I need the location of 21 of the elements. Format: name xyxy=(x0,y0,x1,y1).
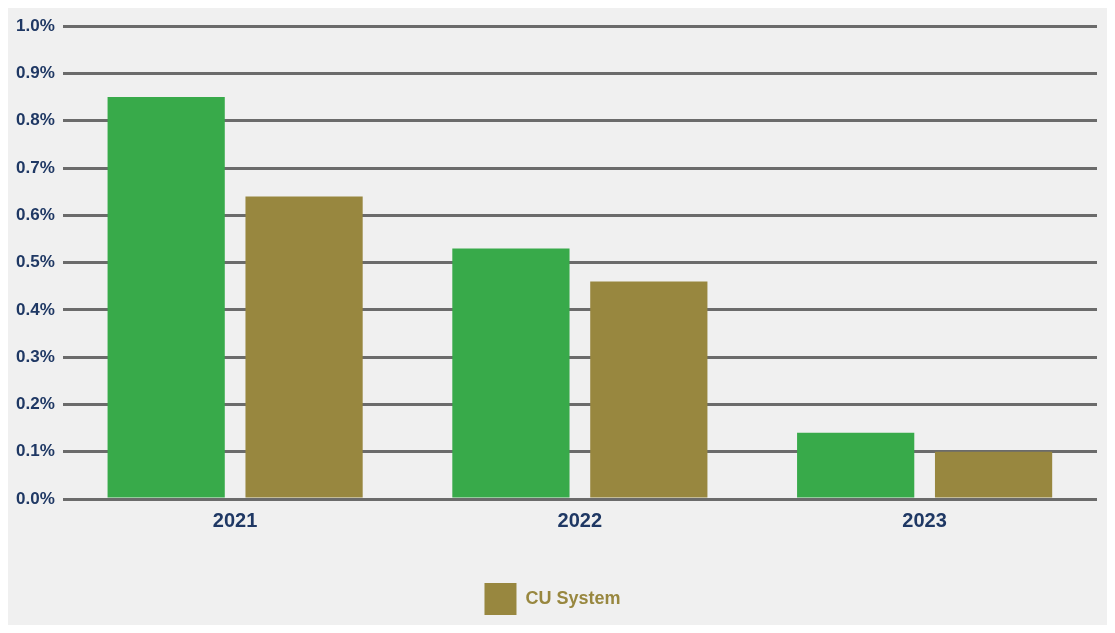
bar xyxy=(934,451,1053,498)
y-tick-label: 0.2% xyxy=(16,394,55,414)
x-tick-label: 2023 xyxy=(902,508,947,531)
y-tick-label: 0.8% xyxy=(16,110,55,130)
y-tick-label: 0.4% xyxy=(16,299,55,319)
y-tick-label: 0.5% xyxy=(16,252,55,272)
y-tick-label: 0.6% xyxy=(16,205,55,225)
x-tick-label: 2022 xyxy=(557,508,603,531)
bar xyxy=(245,196,363,498)
y-tick-label: 0.7% xyxy=(16,157,55,177)
y-tick-label: 0.0% xyxy=(16,488,55,508)
y-tick-label: 0.1% xyxy=(16,441,55,461)
y-tick-label: 0.3% xyxy=(16,346,55,366)
bar xyxy=(797,432,915,498)
legend-label: CU System xyxy=(525,587,621,608)
bar xyxy=(590,281,708,498)
y-tick-label: 0.9% xyxy=(16,63,55,83)
x-tick-label: 2021 xyxy=(212,508,258,531)
bar xyxy=(107,97,225,498)
y-tick-label: 1.0% xyxy=(16,15,55,35)
bar xyxy=(452,248,570,498)
